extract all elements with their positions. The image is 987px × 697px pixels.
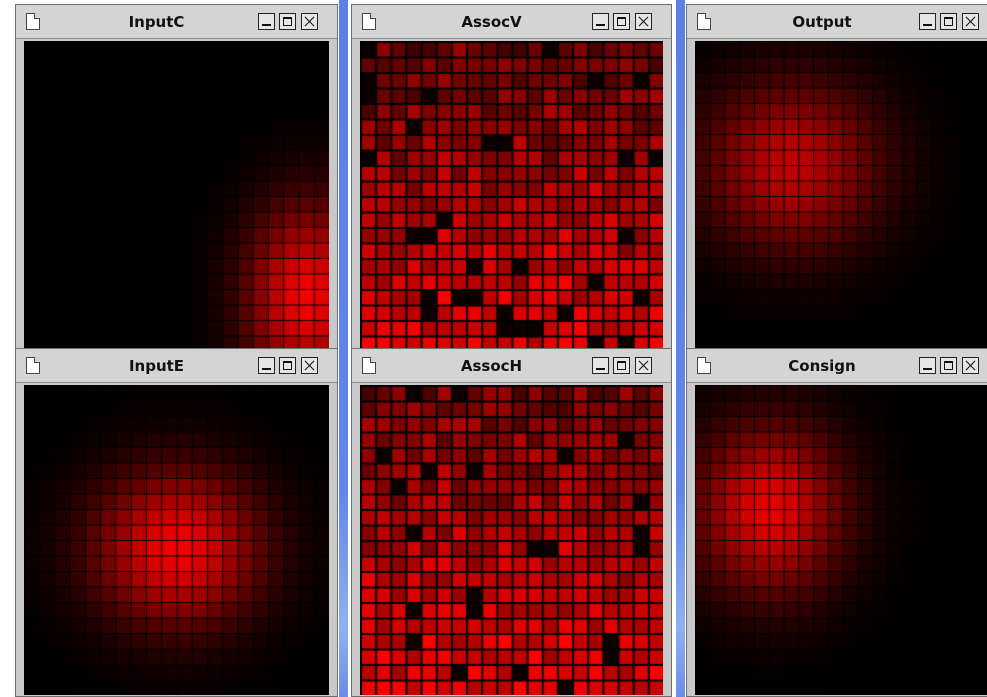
minimize-icon[interactable] [592,13,609,30]
close-icon[interactable] [301,357,318,374]
document-icon[interactable] [26,357,40,374]
weight-grid [360,385,663,695]
window-title: InputC [128,13,185,31]
titlebar[interactable]: Output [687,5,987,39]
maximize-icon[interactable] [613,13,630,30]
minimize-icon[interactable] [258,357,275,374]
activity-map [695,41,987,348]
titlebar[interactable]: InputC [16,5,337,39]
window-assoc-v[interactable]: AssocV [351,4,672,349]
minimize-icon[interactable] [592,357,609,374]
weight-map [360,385,663,695]
maximize-icon[interactable] [613,357,630,374]
window-title: AssocH [460,357,523,375]
activity-map [24,41,329,348]
window-assoc-h[interactable]: AssocH [351,348,672,697]
activity-grid [695,385,987,695]
activity-grid [24,41,329,348]
window-output[interactable]: Output [686,4,987,349]
maximize-icon[interactable] [279,13,296,30]
close-icon[interactable] [962,357,979,374]
weight-grid [360,41,663,348]
titlebar[interactable]: AssocV [352,5,671,39]
activity-map [24,385,329,695]
window-title: Consign [788,357,856,375]
weight-map [360,41,663,348]
window-input-c[interactable]: InputC [15,4,338,349]
document-icon[interactable] [362,13,376,30]
window-title: Output [792,13,852,31]
close-icon[interactable] [635,357,652,374]
titlebar[interactable]: Consign [687,349,987,383]
titlebar[interactable]: AssocH [352,349,671,383]
minimize-icon[interactable] [919,13,936,30]
maximize-icon[interactable] [940,357,957,374]
minimize-icon[interactable] [258,13,275,30]
document-icon[interactable] [26,13,40,30]
desktop-strip-left [339,0,348,697]
window-consign[interactable]: Consign [686,348,987,697]
window-input-e[interactable]: InputE [15,348,338,697]
document-icon[interactable] [362,357,376,374]
activity-map [695,385,987,695]
document-icon[interactable] [697,357,711,374]
activity-grid [695,41,987,348]
maximize-icon[interactable] [940,13,957,30]
close-icon[interactable] [301,13,318,30]
desktop-strip-right [676,0,685,697]
maximize-icon[interactable] [279,357,296,374]
close-icon[interactable] [962,13,979,30]
close-icon[interactable] [635,13,652,30]
document-icon[interactable] [697,13,711,30]
titlebar[interactable]: InputE [16,349,337,383]
window-title: InputE [128,357,185,375]
minimize-icon[interactable] [919,357,936,374]
activity-grid [24,385,329,695]
window-title: AssocV [461,13,522,31]
